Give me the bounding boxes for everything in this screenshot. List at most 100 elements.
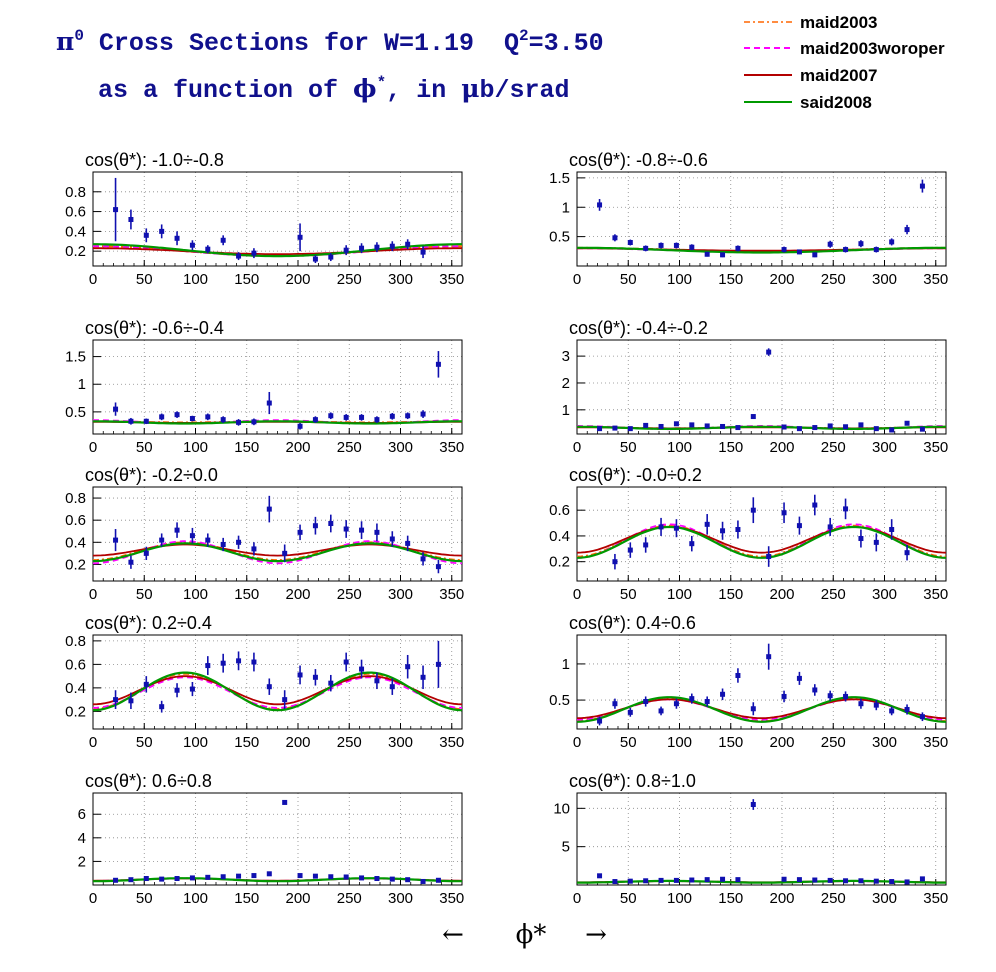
data-point — [627, 878, 633, 884]
panel-title: cos(θ*): -0.0÷0.2 — [569, 465, 702, 485]
data-point — [266, 400, 272, 406]
data-point — [704, 699, 710, 705]
data-point — [236, 873, 242, 879]
panel-1: cos(θ*): -1.0÷-0.8 0 50 100 150 200 250 300 350 0… — [65, 150, 464, 288]
data-point — [904, 550, 910, 556]
y-tick-label: 1 — [562, 402, 570, 419]
data-point — [389, 536, 395, 542]
x-tick-label: 350 — [923, 890, 948, 907]
data-point — [827, 241, 833, 247]
data-point — [189, 533, 195, 539]
data-point — [873, 878, 879, 884]
x-tick-label: 100 — [667, 734, 692, 751]
y-tick-label: 0.6 — [65, 512, 86, 529]
x-tick-label: 0 — [573, 586, 581, 603]
x-tick-label: 150 — [718, 890, 743, 907]
panel-title: cos(θ*): 0.2÷0.4 — [85, 613, 212, 633]
x-tick-label: 300 — [388, 271, 413, 288]
data-point — [658, 708, 664, 714]
data-point — [889, 427, 895, 433]
x-tick-label: 250 — [821, 439, 846, 456]
data-point — [904, 879, 910, 885]
x-tick-label: 200 — [285, 734, 310, 751]
model-curve-maid2007 — [93, 247, 462, 255]
model-curve-said2008 — [93, 877, 462, 883]
x-tick-label: 250 — [337, 890, 362, 907]
y-tick-label: 0.8 — [65, 633, 86, 650]
data-point — [113, 207, 119, 213]
y-tick-label: 2 — [78, 853, 86, 870]
data-point — [689, 877, 695, 883]
data-point — [389, 413, 395, 419]
x-tick-label: 300 — [872, 734, 897, 751]
x-tick-label: 300 — [388, 890, 413, 907]
data-point — [251, 659, 257, 665]
x-tick-label: 0 — [89, 890, 97, 907]
y-tick-label: 0.5 — [549, 692, 570, 709]
x-tick-label: 50 — [620, 890, 637, 907]
data-point — [812, 252, 818, 258]
data-point — [328, 874, 334, 880]
data-point — [873, 247, 879, 253]
data-point — [420, 411, 426, 417]
plot-frame — [92, 171, 463, 267]
panel-9: cos(θ*): 0.6÷0.8 0 50 100 150 200 250 300 350 2 4 6 — [78, 771, 465, 907]
data-point — [251, 419, 257, 425]
x-tick-label: 350 — [439, 734, 464, 751]
data-point — [889, 879, 895, 885]
x-tick-label: 0 — [89, 439, 97, 456]
data-point — [796, 877, 802, 883]
x-right-arrow: → — [585, 920, 607, 950]
x-tick-label: 100 — [183, 890, 208, 907]
data-point — [735, 526, 741, 532]
data-point — [796, 249, 802, 255]
data-point — [113, 697, 119, 703]
model-curve-said2008 — [92, 671, 463, 712]
model-curve-said2008 — [576, 696, 947, 723]
data-point — [312, 523, 318, 529]
x-tick-label: 350 — [439, 271, 464, 288]
data-point — [312, 674, 318, 680]
data-point — [781, 693, 787, 699]
data-point — [720, 423, 726, 429]
data-point — [720, 252, 726, 258]
legend: maid2003 maid2003woroper maid2007 said20… — [744, 13, 945, 112]
data-point — [904, 706, 910, 712]
data-point — [343, 414, 349, 420]
x-tick-label: 200 — [285, 439, 310, 456]
y-tick-label: 0.5 — [65, 404, 86, 421]
data-point — [873, 426, 879, 432]
data-point — [673, 421, 679, 427]
data-point — [328, 680, 334, 686]
data-point — [612, 425, 618, 431]
x-left-arrow: ← — [442, 920, 464, 950]
legend-label-said2008: said2008 — [800, 93, 872, 112]
x-tick-label: 100 — [667, 890, 692, 907]
data-point — [658, 524, 664, 530]
data-point — [143, 681, 149, 687]
data-point — [873, 702, 879, 708]
data-point — [843, 424, 849, 430]
data-point — [766, 654, 772, 660]
data-point — [113, 406, 119, 412]
panel-title: cos(θ*): -0.6÷-0.4 — [85, 318, 224, 338]
y-tick-label: 0.6 — [65, 656, 86, 673]
x-tick-label: 300 — [872, 890, 897, 907]
data-point — [643, 878, 649, 884]
data-point — [359, 414, 365, 420]
data-point — [796, 426, 802, 432]
data-point — [612, 879, 618, 885]
data-point — [189, 416, 195, 422]
data-point — [827, 423, 833, 429]
data-point — [420, 878, 426, 884]
data-point — [328, 520, 334, 526]
data-point — [405, 241, 411, 247]
x-tick-label: 200 — [769, 271, 794, 288]
data-point — [312, 873, 318, 879]
data-point — [612, 559, 618, 565]
data-point — [858, 422, 864, 428]
x-tick-label: 50 — [620, 271, 637, 288]
data-point — [435, 564, 441, 570]
data-point — [597, 718, 603, 724]
